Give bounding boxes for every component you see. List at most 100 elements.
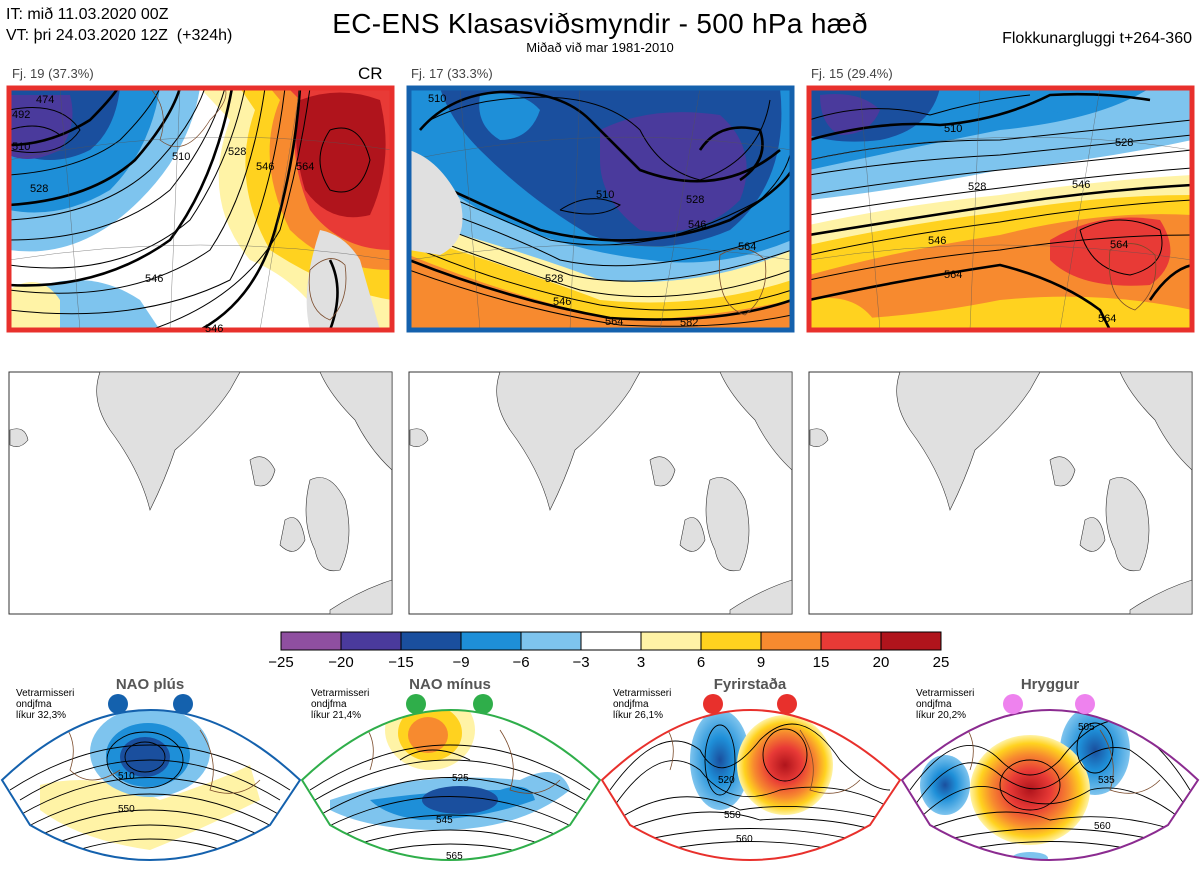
regime-1-frame: [0, 709, 302, 861]
c2-label-528a: 528: [686, 194, 704, 206]
c2-label-582: 582: [680, 317, 698, 329]
cluster-1-tag: CR: [358, 64, 383, 83]
c1-label-546b: 546: [256, 161, 274, 173]
cluster-2-label: Fj. 17 (33.3%): [411, 66, 493, 81]
colorbar-tick-label: 15: [813, 654, 830, 671]
c2-label-564b: 564: [605, 316, 623, 328]
regime-3-note: Vetrarmisseri ondjfma líkur 26,1%: [613, 688, 672, 721]
c1-label-474: 474: [36, 94, 54, 106]
r2-label-525: 525: [452, 773, 469, 784]
c3-label-564a: 564: [944, 269, 962, 281]
r2-label-565: 565: [446, 851, 463, 862]
regime-3-dot-left: [703, 694, 723, 714]
c1-label-528a: 528: [30, 183, 48, 195]
regime-3-name: Fyrirstaða: [713, 676, 787, 693]
cluster-3-frame: [806, 85, 1195, 333]
cluster-2-contour-labels: 510 510 528 546 528 546 564 564 582: [428, 93, 756, 329]
r4-label-505: 505: [1078, 722, 1095, 733]
colorbar-tick-label: 3: [637, 654, 645, 671]
cluster-1-map: [9, 88, 392, 330]
r3-label-550: 550: [724, 810, 741, 821]
colorbar-swatch: [760, 631, 822, 651]
colorbar-tick-label: −3: [572, 654, 589, 671]
regime-2-note: Vetrarmisseri ondjfma líkur 21,4%: [311, 688, 370, 721]
c3-label-528a: 528: [1115, 137, 1133, 149]
colorbar-tick-label: 25: [933, 654, 950, 671]
c3-label-564c: 564: [1098, 313, 1116, 325]
c1-label-546a: 546: [145, 273, 163, 285]
colorbar-swatch: [820, 631, 882, 651]
regime-4-name: Hryggur: [1020, 676, 1080, 693]
c1-label-546c: 546: [205, 323, 223, 335]
r4-label-560: 560: [1094, 821, 1111, 832]
page-title: EC-ENS Klasasviðsmyndir - 500 hPa hæð: [332, 8, 868, 39]
r3-label-560: 560: [736, 834, 753, 845]
regime-1-dot-right: [173, 694, 193, 714]
valid-time: VT: þri 24.03.2020 12Z: [6, 27, 168, 44]
r4-label-535: 535: [1098, 775, 1115, 786]
c1-label-564: 564: [296, 161, 314, 173]
c2-label-510b: 510: [596, 189, 614, 201]
colorbar: −25 −20 −15 −9 −6 −3 3 6 9 15 20 25: [268, 631, 950, 671]
colorbar-tick-label: −6: [512, 654, 529, 671]
regime-4-dot-right: [1075, 694, 1095, 714]
r1-label-510: 510: [118, 771, 135, 782]
c3-label-510: 510: [944, 123, 962, 135]
colorbar-swatch: [400, 631, 462, 651]
colorbar-tick-label: 6: [697, 654, 705, 671]
colorbar-swatch: [700, 631, 762, 651]
c2-label-546b: 546: [553, 296, 571, 308]
c2-label-564a: 564: [738, 241, 756, 253]
c1-label-510a: 510: [12, 141, 30, 153]
c3-label-564b: 564: [1110, 239, 1128, 251]
cluster-3-map: [809, 88, 1192, 330]
c1-label-510b: 510: [172, 151, 190, 163]
regime-1-note: Vetrarmisseri ondjfma líkur 32,3%: [16, 688, 75, 721]
colorbar-tick-label: −15: [388, 654, 413, 671]
colorbar-swatch: [580, 631, 642, 651]
colorbar-tick-label: −20: [328, 654, 353, 671]
colorbar-swatch: [460, 631, 522, 651]
regime-2-frame: [300, 709, 602, 861]
empty-map-3: [808, 371, 1193, 615]
cluster-3-label: Fj. 15 (29.4%): [811, 66, 893, 81]
regime-2-name: NAO mínus: [409, 676, 491, 693]
regime-1-name: NAO plús: [115, 676, 185, 693]
regime-4-frame: [900, 709, 1200, 861]
colorbar-tick-label: −9: [452, 654, 469, 671]
colorbar-swatch: [640, 631, 702, 651]
regime-3-frame: [600, 709, 902, 861]
r2-label-545: 545: [436, 815, 453, 826]
c1-label-528b: 528: [228, 146, 246, 158]
regime-2-map: [302, 710, 600, 860]
cluster-2-frame: [406, 85, 795, 333]
regime-2-dot-right: [473, 694, 493, 714]
c1-label-492: 492: [12, 109, 30, 121]
colorbar-tick-label: −25: [268, 654, 293, 671]
colorbar-swatch: [340, 631, 402, 651]
colorbar-tick-label: 20: [873, 654, 890, 671]
c2-label-528b: 528: [545, 273, 563, 285]
regime-4-note: Vetrarmisseri ondjfma líkur 20,2%: [916, 688, 975, 721]
c2-label-510a: 510: [428, 93, 446, 105]
r3-label-520: 520: [718, 775, 735, 786]
header-info: IT: mið 11.03.2020 00Z VT: þri 24.03.202…: [6, 4, 232, 46]
regime-3-dot-right: [777, 694, 797, 714]
cluster-1-frame: [6, 85, 395, 333]
lead-time: (+324h): [176, 27, 233, 44]
page-subtitle: Miðað við mar 1981-2010: [526, 40, 674, 55]
regime-2-dot-left: [406, 694, 426, 714]
init-time: IT: mið 11.03.2020 00Z: [6, 6, 169, 23]
colorbar-tick-label: 9: [757, 654, 765, 671]
cluster-2-map: [409, 88, 792, 330]
empty-map-1: [8, 371, 393, 615]
c3-label-546a: 546: [928, 235, 946, 247]
empty-map-2: [408, 371, 793, 615]
r1-label-550: 550: [118, 804, 135, 815]
c3-label-546b: 546: [1072, 179, 1090, 191]
classification-window: Flokkunargluggi t+264-360: [1002, 30, 1192, 47]
regime-4-dot-left: [1003, 694, 1023, 714]
regime-1-dot-left: [108, 694, 128, 714]
c3-label-528b: 528: [968, 181, 986, 193]
